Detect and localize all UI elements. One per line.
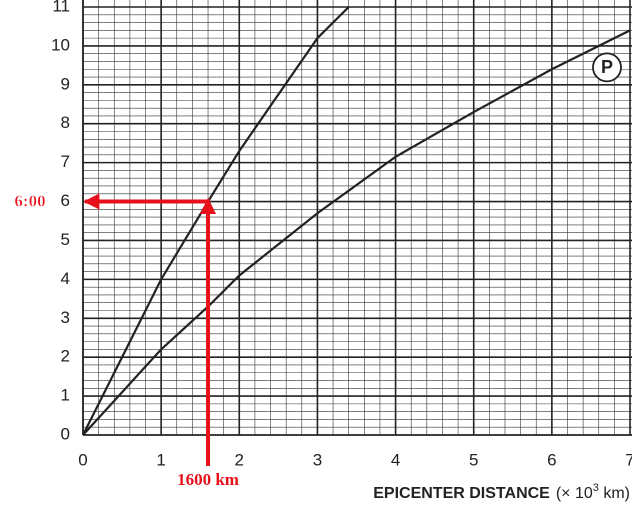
- x-axis-unit-exponent: 3: [593, 482, 599, 494]
- curve-label-circle: [592, 52, 622, 83]
- curve-label: P: [601, 57, 613, 77]
- y-tick-label: 3: [61, 308, 70, 327]
- grid: [82, 0, 632, 436]
- y-tick-label: 11: [52, 0, 70, 15]
- y-tick-label: 10: [51, 35, 70, 54]
- x-tick-label: 1: [156, 450, 165, 469]
- travel-time-curve: [82, 6, 350, 436]
- y-tick-label: 7: [61, 152, 70, 171]
- y-tick-label: 1: [61, 386, 70, 405]
- marker-y-label: 6:00: [14, 191, 45, 210]
- x-tick-label: 5: [469, 450, 478, 469]
- y-tick-label: 4: [61, 269, 70, 288]
- x-tick-label: 4: [391, 450, 400, 469]
- marker-x-label: 1600 km: [177, 470, 239, 489]
- x-axis-unit: (× 10: [556, 485, 593, 502]
- x-tick-label: 3: [313, 450, 322, 469]
- x-axis-unit-end: km): [599, 485, 630, 502]
- y-tick-label: 8: [61, 113, 70, 132]
- x-tick-label: 7: [625, 450, 632, 469]
- y-tick-label: 2: [61, 347, 70, 366]
- x-axis-label: EPICENTER DISTANCE (× 103 km): [373, 482, 630, 502]
- x-tick-label: 0: [78, 450, 87, 469]
- x-tick-label: 2: [235, 450, 244, 469]
- y-tick-label: 0: [61, 424, 70, 443]
- x-axis-title: EPICENTER DISTANCE: [373, 485, 550, 502]
- labels: 0 1 2 3 4 5 6 7 0 1 2 3 4 5 6 7 8 9 10 11 P 6:00 1600 km: [14, 0, 632, 489]
- y-tick-label: 9: [61, 74, 70, 93]
- y-tick-label: 5: [61, 230, 70, 249]
- y-tick-label: 6: [61, 191, 70, 210]
- curves: [82, 6, 631, 436]
- travel-time-curve: [82, 29, 631, 436]
- x-tick-label: 6: [547, 450, 556, 469]
